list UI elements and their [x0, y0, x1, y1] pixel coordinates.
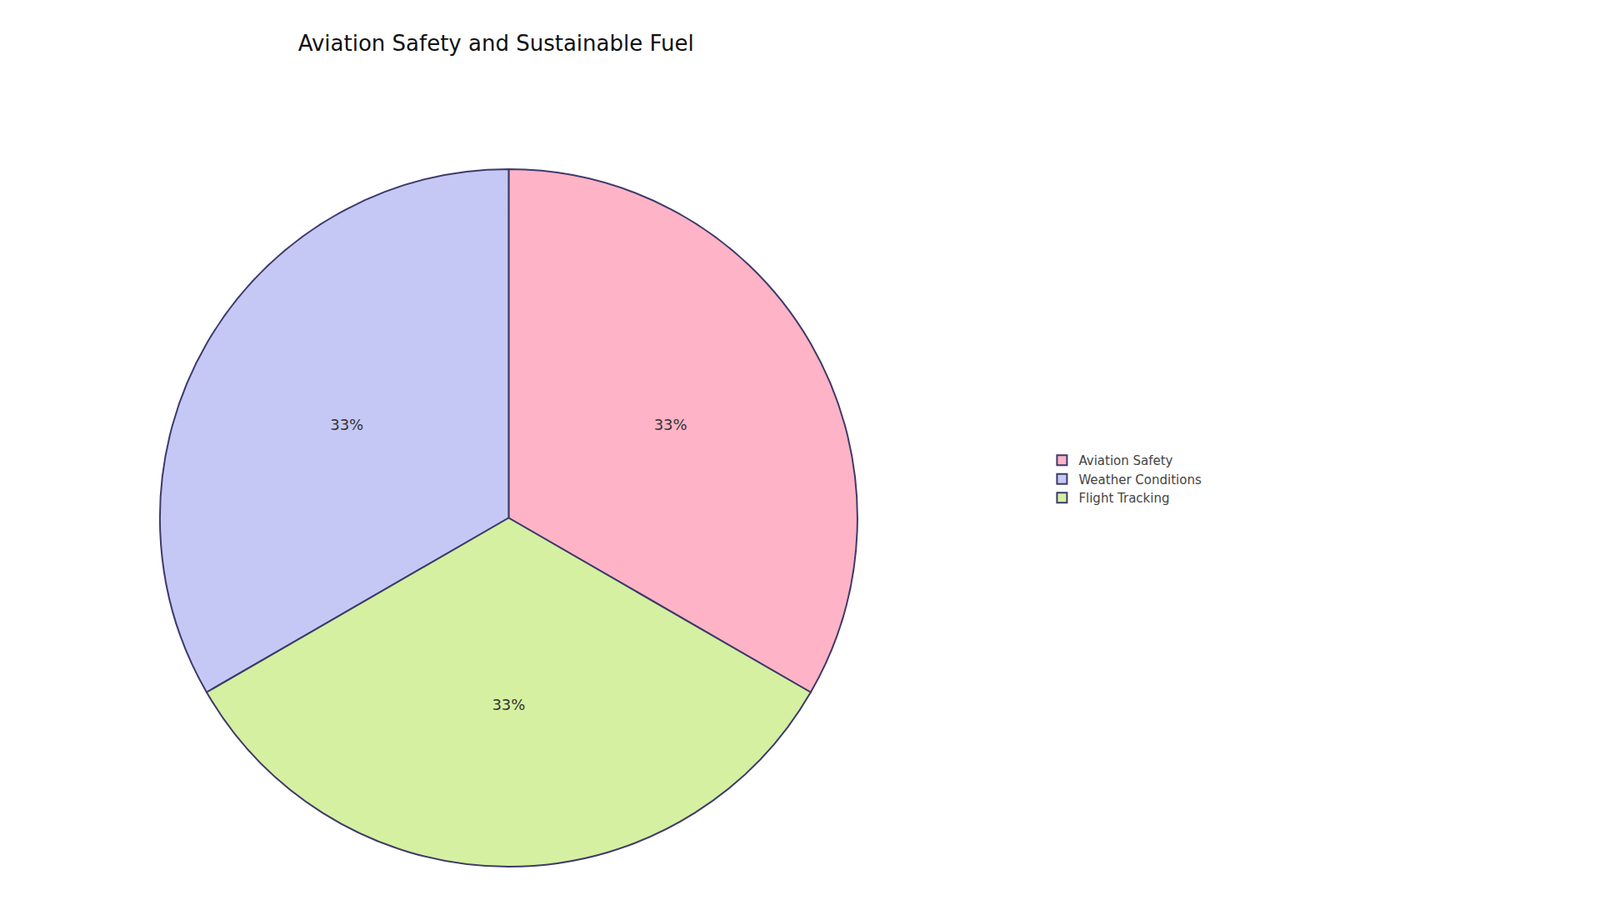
svg-text:Aviation Safety: Aviation Safety [1078, 453, 1173, 469]
svg-text:Weather Conditions: Weather Conditions [1078, 472, 1202, 488]
svg-text:Flight Tracking: Flight Tracking [1078, 490, 1170, 506]
svg-text:33%: 33% [654, 415, 688, 434]
svg-text:33%: 33% [330, 415, 364, 434]
svg-text:33%: 33% [491, 695, 525, 714]
svg-text:Aviation Safety and Sustainabl: Aviation Safety and Sustainable Fuel [298, 30, 695, 56]
